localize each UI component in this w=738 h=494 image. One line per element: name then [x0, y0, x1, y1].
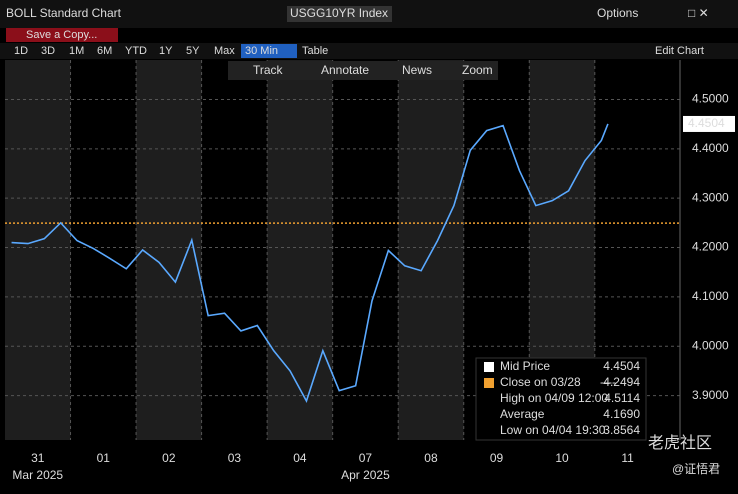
range-button[interactable]: 6M [97, 45, 112, 57]
legend-label: Close on 03/28 [500, 375, 581, 389]
edit-chart[interactable]: Edit Chart [655, 45, 704, 57]
legend-swatch [484, 362, 494, 372]
tool-button[interactable]: Zoom [462, 63, 493, 77]
table-button[interactable]: Table [302, 45, 328, 57]
day-band [398, 60, 464, 440]
legend-swatch [484, 378, 494, 388]
legend-label: High on 04/09 12:00 [500, 391, 608, 405]
last-price-box [683, 115, 735, 132]
x-tick-label: 11 [621, 451, 634, 465]
window-title: BOLL Standard Chart [6, 6, 122, 20]
save-button[interactable] [6, 28, 118, 42]
save-label[interactable]: Save a Copy... [26, 29, 97, 41]
legend-label: Low on 04/04 19:30 [500, 423, 606, 437]
close-icons[interactable]: □ ✕ [688, 6, 709, 20]
options[interactable]: Options [597, 6, 638, 20]
day-band [332, 60, 399, 440]
x-tick-label: 31 [31, 451, 45, 465]
y-tick-label: 4.1000 [692, 289, 729, 303]
day-band [201, 60, 268, 440]
legend-box [475, 357, 647, 441]
range-button[interactable]: 1D [14, 45, 28, 57]
range-button[interactable]: YTD [125, 45, 147, 57]
x-tick-label: 07 [359, 451, 373, 465]
legend-value: 4.1690 [603, 407, 640, 421]
legend-value: 4.5114 [604, 391, 640, 405]
range-button[interactable]: Max [214, 45, 235, 57]
x-tick-label: 01 [97, 451, 111, 465]
day-band [5, 60, 71, 440]
range-active[interactable] [241, 44, 297, 58]
day-band [136, 60, 202, 440]
range-button[interactable]: 1M [69, 45, 84, 57]
day-band [70, 60, 137, 440]
x-tick-label: 02 [162, 451, 176, 465]
y-tick-label: 4.0000 [692, 338, 729, 352]
range-button[interactable]: 30 Min [245, 45, 278, 57]
legend-label: Mid Price [500, 359, 550, 373]
month-label: Mar 2025 [12, 468, 63, 482]
range-button[interactable]: 3D [41, 45, 55, 57]
tool-button[interactable]: Annotate [321, 63, 369, 77]
legend-value: 4.4504 [603, 359, 640, 373]
y-tick-label: 4.4000 [692, 141, 729, 155]
legend-value: 3.8564 [603, 423, 640, 437]
watermark: 老虎社区 [648, 434, 712, 452]
x-tick-label: 03 [228, 451, 242, 465]
price-line [11, 123, 609, 404]
x-tick-label: 08 [424, 451, 438, 465]
y-tick-label: 4.3000 [692, 190, 729, 204]
ticker[interactable]: USGG10YR Index [290, 6, 388, 20]
last-price: 4.4504 [688, 116, 725, 130]
range-bar [0, 43, 738, 59]
x-tick-label: 10 [555, 451, 569, 465]
tool-button[interactable]: Track [253, 63, 284, 77]
ticker-box[interactable] [287, 6, 392, 22]
author: @证悟君 [672, 461, 720, 476]
legend-label: Average [500, 407, 545, 421]
toolbar [228, 61, 498, 80]
x-tick-label: 09 [490, 451, 504, 465]
range-button[interactable]: 5Y [186, 45, 200, 57]
y-tick-label: 4.2000 [692, 240, 729, 254]
y-tick-label: 3.9000 [692, 388, 729, 402]
x-tick-label: 04 [293, 451, 307, 465]
y-tick-label: 4.5000 [692, 92, 729, 106]
tool-button[interactable]: News [402, 63, 432, 77]
day-band [267, 60, 333, 440]
range-button[interactable]: 1Y [159, 45, 173, 57]
legend-value: 4.2494 [603, 375, 640, 389]
month-label: Apr 2025 [341, 468, 390, 482]
legend-dash: ---- [600, 375, 616, 389]
